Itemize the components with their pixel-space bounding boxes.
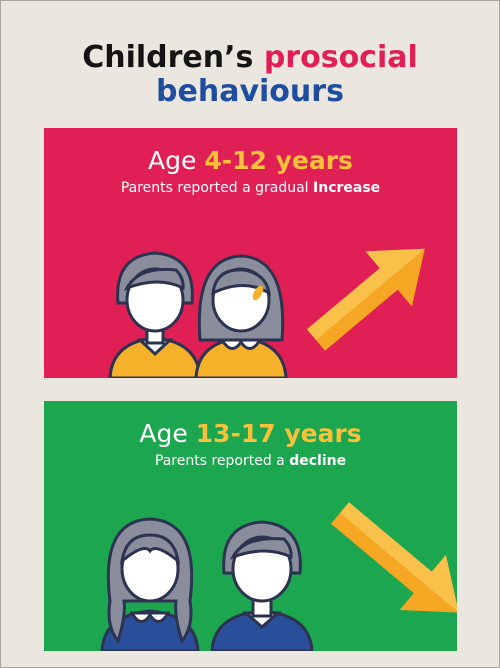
age-range: 4-12 years xyxy=(204,146,353,175)
title-text: behaviours xyxy=(156,74,344,109)
age-range: 13-17 years xyxy=(196,419,362,448)
panel-increase: Age 4-12 years Parents reported a gradua… xyxy=(44,128,457,378)
infographic: Children’s prosocial behaviours xyxy=(0,0,500,668)
trend-word: Increase xyxy=(313,180,380,196)
age-line: Age 13-17 years xyxy=(44,419,457,448)
title: Children’s prosocial behaviours xyxy=(1,41,499,109)
title-highlight: prosocial xyxy=(264,40,418,75)
trend-word: decline xyxy=(289,453,346,469)
trend-line: Parents reported a decline xyxy=(44,453,457,469)
trend-text: Parents reported a gradual xyxy=(121,180,309,196)
title-text: Children’s xyxy=(82,40,253,75)
trend-text: Parents reported a xyxy=(155,453,285,469)
trend-line: Parents reported a gradual Increase xyxy=(44,180,457,196)
age-line: Age 4-12 years xyxy=(44,146,457,175)
age-prefix: Age xyxy=(139,419,187,448)
age-prefix: Age xyxy=(148,146,196,175)
panel-decline: Age 13-17 years Parents reported a decli… xyxy=(44,401,457,651)
